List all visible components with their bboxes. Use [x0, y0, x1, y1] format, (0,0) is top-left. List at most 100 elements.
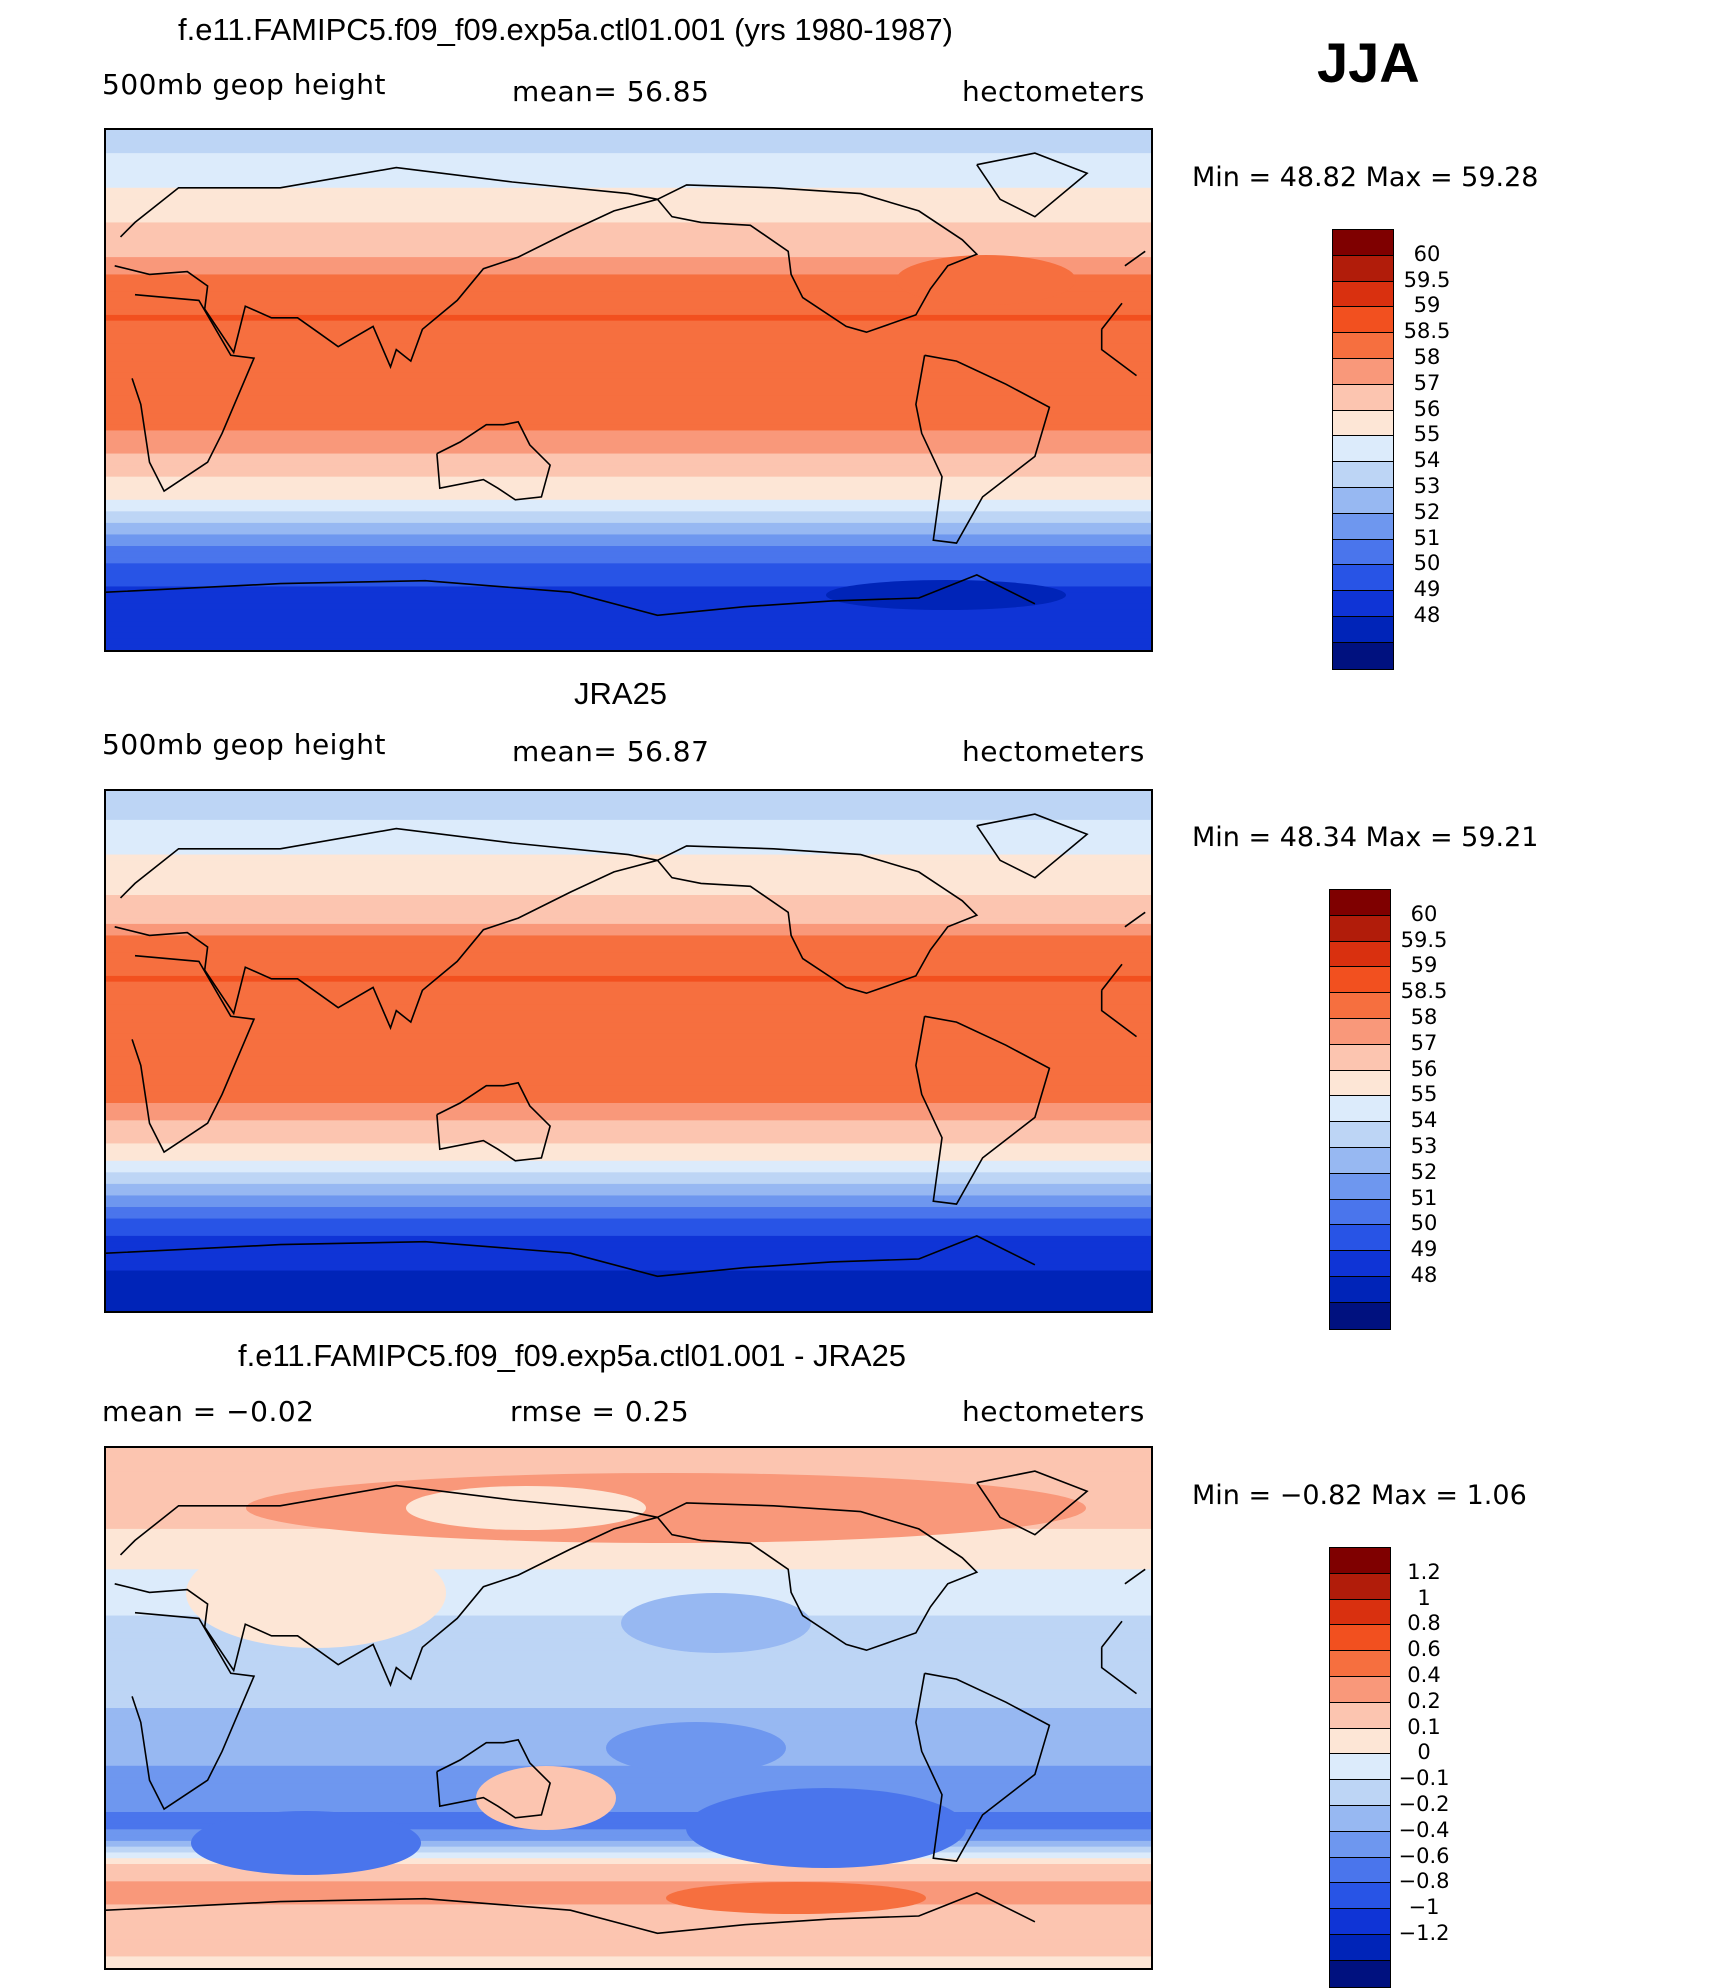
field-band	[106, 286, 1151, 293]
coastline	[131, 1611, 1137, 1811]
field-band	[106, 935, 1151, 942]
field-band	[106, 580, 1151, 588]
field-band	[106, 814, 1151, 821]
field-band	[106, 1453, 1151, 1461]
coastline	[976, 813, 1089, 879]
colorbar-swatch	[1330, 1599, 1390, 1626]
field-band	[106, 130, 1151, 137]
colorbar-label: 0.4	[1407, 1663, 1441, 1687]
field-band	[106, 494, 1151, 501]
panel1-units-label: hectometers	[962, 75, 1145, 108]
field-band	[106, 338, 1151, 345]
field-band	[106, 1126, 1151, 1133]
field-band	[106, 952, 1151, 960]
field-anomaly	[246, 1473, 1086, 1543]
field-band	[106, 1840, 1151, 1848]
field-band	[106, 1068, 1151, 1075]
field-band	[106, 574, 1151, 582]
field-band	[106, 1016, 1151, 1023]
colorbar-swatch	[1330, 1018, 1390, 1045]
field-band	[106, 592, 1151, 599]
colorbar-label: 53	[1410, 1134, 1438, 1158]
colorbar-swatch	[1330, 967, 1390, 994]
colorbar-label: 54	[1410, 1108, 1438, 1133]
field-band	[106, 843, 1151, 850]
field-band	[106, 1771, 1151, 1778]
field-band	[106, 1287, 1151, 1295]
colorbar-swatch	[1330, 1302, 1390, 1329]
colorbar-label: 55	[1413, 422, 1441, 447]
field-band	[106, 1459, 1151, 1466]
field-band	[106, 1235, 1151, 1243]
field-band	[106, 349, 1151, 356]
field-band	[106, 819, 1151, 827]
field-band	[106, 1230, 1151, 1237]
colorbar-label: 60	[1410, 901, 1438, 926]
field-band	[106, 1835, 1151, 1842]
colorbar-label: 1	[1417, 1585, 1431, 1610]
coastline	[656, 184, 979, 334]
panel1-minmax: Min = 48.82 Max = 59.28	[1192, 162, 1539, 193]
field-band	[106, 947, 1151, 954]
field-band	[106, 1887, 1151, 1894]
field-band	[106, 791, 1151, 798]
field-band	[106, 1684, 1151, 1692]
field-band	[106, 465, 1151, 472]
field-band	[106, 1207, 1151, 1214]
coastline	[915, 1672, 1051, 1862]
field-band	[106, 557, 1151, 564]
field-band	[106, 1448, 1151, 1455]
panel1-field	[106, 130, 1151, 650]
field-band	[106, 1864, 1151, 1871]
colorbar-label: 50	[1413, 551, 1441, 576]
field-band	[106, 384, 1151, 391]
field-band	[106, 1580, 1151, 1588]
field-band	[106, 401, 1151, 408]
panel1-colorbar	[1332, 229, 1394, 670]
colorbar-swatch	[1333, 591, 1393, 617]
field-band	[106, 1155, 1151, 1162]
colorbar-label: 58	[1410, 1005, 1438, 1029]
field-band	[106, 1305, 1151, 1311]
colorbar-swatch	[1330, 1883, 1390, 1910]
colorbar-swatch	[1330, 1805, 1390, 1832]
field-band	[106, 941, 1151, 948]
panel1-variable-label: 500mb geop height	[102, 68, 386, 101]
colorbar-label: 54	[1413, 448, 1441, 473]
colorbar-swatch	[1333, 255, 1393, 282]
field-band	[106, 837, 1151, 844]
field-band	[106, 268, 1151, 276]
field-anomaly	[406, 1486, 646, 1530]
field-band	[106, 987, 1151, 994]
field-band	[106, 1247, 1151, 1254]
colorbar-swatch	[1330, 993, 1390, 1019]
field-band	[106, 1719, 1151, 1726]
field-anomaly	[666, 1882, 926, 1914]
field-band	[106, 395, 1151, 403]
field-band	[106, 1586, 1151, 1594]
panel1-mean-label: mean= 56.85	[512, 75, 710, 108]
field-band	[106, 1178, 1151, 1185]
colorbar-swatch	[1333, 565, 1393, 592]
field-band	[106, 569, 1151, 576]
field-band	[106, 895, 1151, 902]
colorbar-label: 59	[1410, 953, 1438, 978]
field-band	[106, 245, 1151, 252]
colorbar-label: 49	[1410, 1237, 1438, 1262]
field-band	[106, 1812, 1151, 1819]
field-band	[106, 796, 1151, 804]
field-band	[106, 1817, 1151, 1825]
field-band	[106, 499, 1151, 507]
colorbar-swatch	[1333, 513, 1393, 540]
panel3-rmse-label: rmse = 0.25	[510, 1395, 690, 1428]
colorbar-label: −0.8	[1398, 1869, 1450, 1894]
field-band	[106, 239, 1151, 247]
field-band	[106, 1765, 1151, 1773]
field-band	[106, 1858, 1151, 1865]
field-band	[106, 860, 1151, 867]
field-anomaly	[186, 1538, 446, 1648]
field-band	[106, 517, 1151, 524]
panel1-map	[104, 128, 1153, 652]
field-band	[106, 1783, 1151, 1790]
field-band	[106, 1552, 1151, 1559]
